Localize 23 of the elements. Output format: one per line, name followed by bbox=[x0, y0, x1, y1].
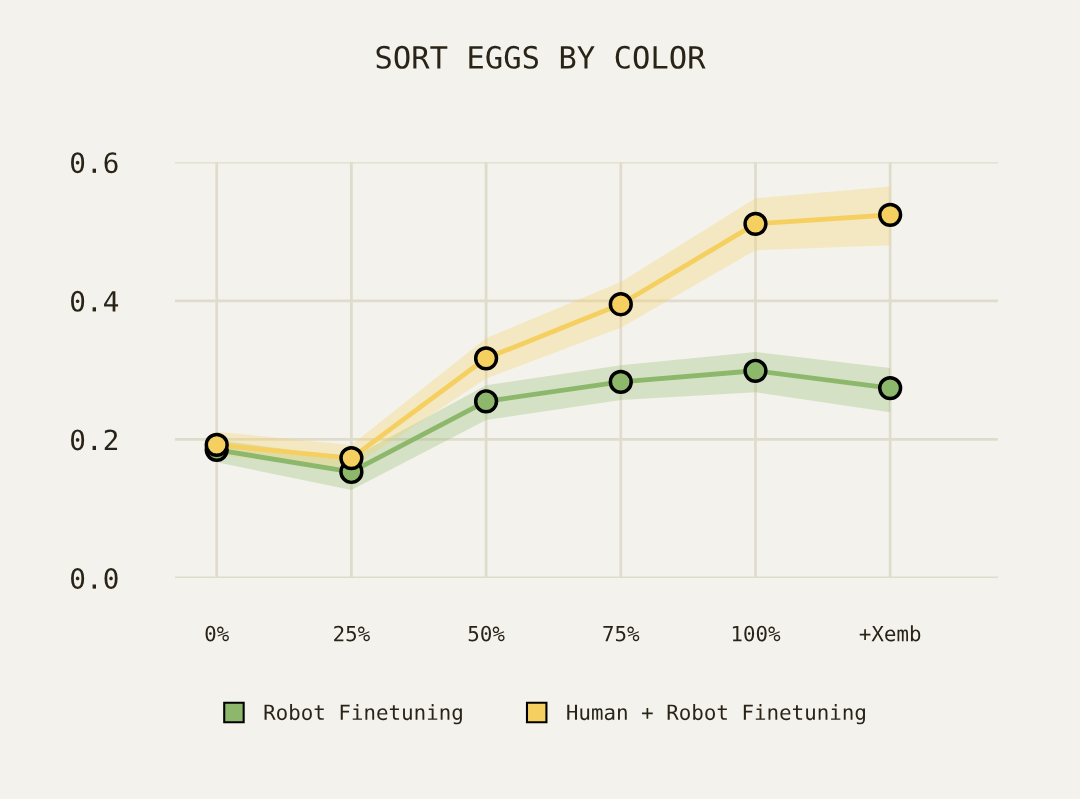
point bbox=[473, 389, 499, 414]
x-tick-label: 0% bbox=[205, 625, 229, 642]
point bbox=[878, 202, 903, 228]
x-tick-label: +Xemb bbox=[859, 625, 921, 642]
x-tick-label: 50% bbox=[468, 625, 505, 642]
y-tick-label: 0.2 bbox=[71, 429, 118, 451]
point bbox=[608, 292, 633, 317]
point bbox=[608, 369, 633, 395]
x-tick-label: 100% bbox=[732, 625, 781, 642]
x-tick-label: 25% bbox=[334, 625, 370, 642]
legend-label: Human + Robot Finetuning bbox=[567, 704, 865, 725]
y-tick-label: 0.6 bbox=[71, 152, 118, 174]
y-tick-label: 0.0 bbox=[71, 568, 118, 590]
point bbox=[473, 346, 499, 371]
legend-label: Robot Finetuning bbox=[264, 704, 462, 725]
x-tick-label: 75% bbox=[603, 625, 640, 642]
chart-title: SORT EGGS BY COLOR bbox=[376, 45, 706, 69]
point bbox=[878, 375, 903, 401]
y-tick-label: 0.4 bbox=[71, 290, 119, 312]
point bbox=[204, 432, 229, 458]
point bbox=[743, 211, 768, 237]
point bbox=[743, 358, 768, 383]
point bbox=[339, 445, 364, 471]
